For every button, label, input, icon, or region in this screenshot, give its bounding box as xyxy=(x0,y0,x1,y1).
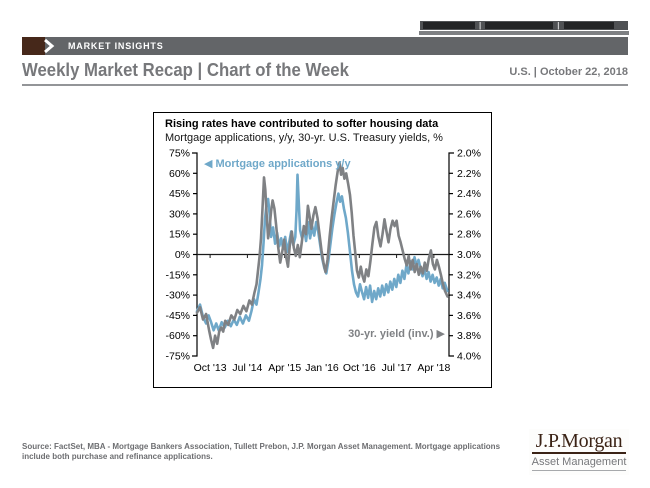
right-axis-tick-label: 3.8% xyxy=(457,330,481,342)
logo-division: Asset Management xyxy=(531,456,627,468)
logo-rule-bottom xyxy=(532,470,626,471)
chart-subtitle: Mortgage applications, y/y, 30-yr. U.S. … xyxy=(165,132,443,144)
legend-30yr-yield: 30-yr. yield (inv.) ▶ xyxy=(348,328,445,340)
x-axis-tick-label: Apr '15 xyxy=(268,362,301,374)
separator: | xyxy=(557,21,560,30)
brand-mark xyxy=(22,37,45,55)
legend-mortgage-applications: ◀ Mortgage applications y/y xyxy=(204,158,351,170)
right-axis-tick-label: 2.2% xyxy=(457,168,481,180)
left-axis-tick-label: -15% xyxy=(165,269,190,281)
left-axis-tick-label: 0% xyxy=(175,249,190,261)
x-axis-tick-label: Jul '14 xyxy=(232,362,262,374)
redacted-link-block xyxy=(423,22,475,29)
market-insights-banner: MARKET INSIGHTS xyxy=(22,37,628,55)
x-axis-tick-label: Oct '16 xyxy=(343,362,376,374)
source-note: Source: FactSet, MBA - Mortgage Bankers … xyxy=(22,442,527,462)
right-axis-tick-label: 2.6% xyxy=(457,208,481,220)
chart-plot-svg: 75% 60% 45% 30% 15% 0% -15% -30% -45% -60% -75% 2.0… xyxy=(165,148,481,375)
left-axis-tick-label: -30% xyxy=(165,290,190,302)
right-axis-tick-label: 2.8% xyxy=(457,229,481,241)
x-axis-tick-label: Jul '17 xyxy=(382,362,412,374)
top-meta-bar: | | xyxy=(420,21,628,30)
logo-rule xyxy=(532,452,626,454)
page-title: Weekly Market Recap | Chart of the Week xyxy=(22,60,349,80)
x-axis-tick-label: Jan '16 xyxy=(305,362,339,374)
left-axis-tick-label: -60% xyxy=(165,330,190,342)
jpmorgan-logo: J.P.Morgan Asset Management xyxy=(529,429,629,475)
logo-wordmark: J.P.Morgan xyxy=(535,430,623,452)
left-axis-tick-label: -75% xyxy=(165,351,190,363)
header-rule xyxy=(22,84,628,86)
redacted-link-block xyxy=(563,22,614,29)
left-axis-tick-label: 60% xyxy=(169,168,190,180)
left-axis-tick-label: 45% xyxy=(169,188,190,200)
x-axis-tick-label: Oct '13 xyxy=(194,362,227,374)
left-axis-tick-label: 75% xyxy=(169,148,190,160)
right-axis-tick-label: 3.0% xyxy=(457,249,481,261)
chart-title: Rising rates have contributed to softer … xyxy=(165,118,439,130)
banner-label: MARKET INSIGHTS xyxy=(68,41,164,51)
right-axis-tick-label: 2.0% xyxy=(457,148,481,160)
top-meta-strip xyxy=(419,31,629,35)
right-axis-tick-label: 3.4% xyxy=(457,290,481,302)
edition-date: U.S. | October 22, 2018 xyxy=(509,66,628,78)
series-line xyxy=(195,161,449,350)
left-axis-tick-label: 30% xyxy=(169,208,190,220)
redacted-link-block xyxy=(485,22,554,29)
separator: | xyxy=(479,21,482,30)
chevron-right-icon xyxy=(44,38,55,54)
left-axis-tick-label: 15% xyxy=(169,229,190,241)
right-axis-tick-label: 4.0% xyxy=(457,351,481,363)
left-axis-tick-label: -45% xyxy=(165,310,190,322)
x-axis-tick-label: Apr '18 xyxy=(417,362,450,374)
right-axis-tick-label: 3.2% xyxy=(457,269,481,281)
right-axis-tick-label: 3.6% xyxy=(457,310,481,322)
source-note-line2: include both purchase and refinance appl… xyxy=(22,452,213,461)
chart-of-the-week-box: 75% 60% 45% 30% 15% 0% -15% -30% -45% -60% -75% 2.0… xyxy=(153,112,492,388)
right-axis-tick-label: 2.4% xyxy=(457,188,481,200)
source-note-line1: Source: FactSet, MBA - Mortgage Bankers … xyxy=(22,442,501,451)
